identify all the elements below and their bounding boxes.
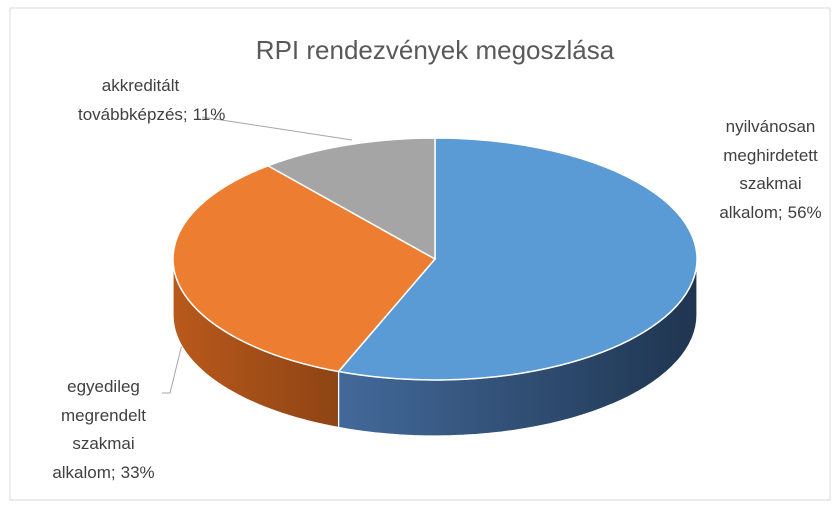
slice bbox=[337, 137, 698, 381]
pie-top bbox=[172, 137, 698, 381]
label-category: egyedileg megrendelt szakmai alkalom bbox=[52, 377, 147, 482]
label-category: akkreditált továbbképzés bbox=[78, 76, 183, 124]
slice bbox=[172, 164, 437, 373]
leader-line bbox=[201, 116, 353, 141]
data-label: nyilvánosan meghirdetett szakmai alkalom… bbox=[708, 113, 833, 227]
label-separator: ; bbox=[182, 104, 188, 124]
label-separator: ; bbox=[777, 202, 783, 222]
chart-title: RPI rendezvények megoszlása bbox=[256, 35, 615, 65]
label-value: 56% bbox=[787, 202, 822, 222]
label-separator: ; bbox=[110, 462, 116, 482]
data-label: akkreditált továbbképzés; 11% bbox=[78, 72, 225, 129]
chart-border bbox=[9, 7, 831, 501]
label-category: nyilvánosan meghirdetett szakmai alkalom bbox=[719, 117, 818, 222]
label-value: 33% bbox=[120, 462, 155, 482]
slice bbox=[266, 137, 436, 261]
data-label: egyedileg megrendelt szakmai alkalom; 33% bbox=[41, 373, 166, 487]
label-value: 11% bbox=[192, 104, 226, 124]
leader-line bbox=[162, 327, 187, 394]
